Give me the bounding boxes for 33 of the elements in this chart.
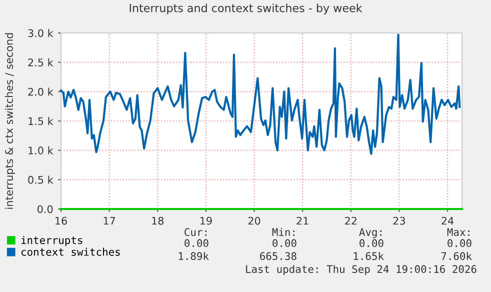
text: 0.00 (448, 239, 472, 248)
x-tick-label: 20 (248, 216, 260, 225)
x-tick-label: 17 (104, 216, 116, 225)
y-tick-label: 1.0 k (28, 146, 54, 154)
text: 0.00 (184, 239, 208, 248)
text: 0.00 (272, 239, 296, 248)
x-tick-label: 24 (442, 216, 454, 225)
text: Min: (272, 228, 294, 236)
text: Max: (447, 228, 470, 236)
x-tick-label: 23 (393, 216, 405, 225)
x-tick-label: 22 (345, 216, 356, 225)
chart-title: Interrupts and context switches - by week (130, 4, 362, 14)
y-tick-label: 0.5 k (28, 176, 54, 184)
text: 7.60k (441, 252, 472, 260)
text: Cur: (184, 228, 206, 236)
x-tick-label: 18 (152, 216, 164, 225)
text: Avg: (359, 228, 382, 238)
text: 1.65k (354, 252, 384, 260)
y-tick-label: 3.0 k (28, 29, 54, 38)
legend-label: interrupts (21, 236, 82, 246)
x-tick-label: 21 (296, 216, 308, 225)
text: Last update: Thu Sep 24 19:00:16 2026 (246, 264, 476, 276)
text: 665.38 (260, 252, 296, 260)
legend-label: context switches (21, 248, 120, 256)
x-tick-label: 19 (200, 216, 212, 225)
y-tick-label: 2.0 k (28, 88, 54, 96)
y-tick-label: 1.5 k (28, 117, 54, 126)
x-tick-label: 16 (56, 216, 67, 225)
y-tick-label: 0.0 (37, 205, 53, 214)
y-axis-title: interrupts & ctx switches / second (4, 33, 16, 209)
text: 1.89k (178, 252, 209, 260)
text: 0.00 (360, 239, 384, 248)
y-tick-label: 2.5 k (28, 58, 54, 66)
